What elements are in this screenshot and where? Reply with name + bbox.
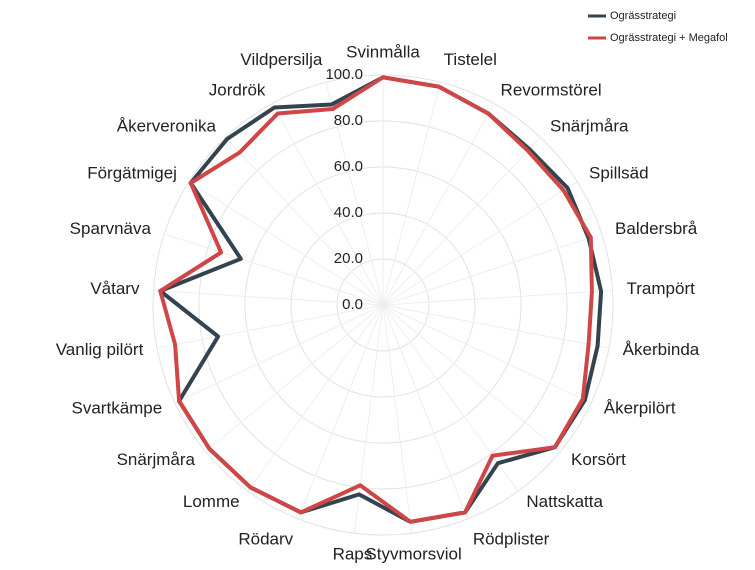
category-label: Förgätmigej [87,164,177,183]
category-label: Korsört [571,450,626,469]
category-label: Styvmorsviol [365,545,461,564]
category-label: Snärjmåra [117,450,196,469]
spoke [174,304,384,404]
category-label: Åkerbinda [623,340,700,359]
spoke [297,304,384,520]
category-label: Våtarv [90,279,140,298]
legend-label: Ogrässtrategi [610,10,676,22]
category-label: Tistelel [444,50,497,69]
category-label: Nattskatta [526,492,603,511]
spoke [382,136,541,306]
spoke [156,304,384,349]
spoke [325,82,384,306]
category-label: Åkerveronika [117,117,217,136]
spoke [382,103,495,306]
spoke [188,181,384,306]
category-label: Rödplister [473,529,550,548]
spoke [382,290,613,306]
spoke [382,181,578,306]
spoke [382,82,441,306]
category-label: Snärjmåra [550,117,629,136]
category-label: Trampört [627,279,696,298]
category-label: Baldersbrå [615,219,698,238]
series-line [158,75,594,524]
spoke [382,304,519,492]
spoke [247,304,384,492]
spoke [271,103,384,306]
spoke [153,290,384,306]
y-tick-label: 80.0 [334,112,363,129]
category-label: Åkerpilört [604,398,676,417]
category-label: Raps [333,545,373,564]
spoke [382,304,469,520]
y-tick-label: 60.0 [334,158,363,175]
spoke [382,304,561,452]
spoke [225,136,384,306]
category-label: Revormstörel [501,81,602,100]
category-label: Vanlig pilört [56,340,144,359]
category-label: Svartkämpe [72,398,163,417]
y-tick-label: 0.0 [342,296,363,313]
spoke [205,304,384,452]
y-tick-label: 40.0 [334,204,363,221]
category-label: Lomme [183,492,240,511]
spoke [382,304,592,404]
series-line [158,75,604,524]
category-label: Rödarv [238,529,293,548]
category-label: Svinmålla [346,42,420,61]
spoke [164,233,384,306]
category-label: Vildpersilja [240,50,322,69]
spoke [382,304,413,534]
spoke [382,304,610,349]
y-tick-label: 20.0 [334,250,363,267]
category-label: Spillsäd [589,164,649,183]
spoke [382,233,602,306]
y-tick-label: 100.0 [325,66,363,83]
category-label: Jordrök [209,81,266,100]
legend-label: Ogrässtrategi + Megafol [610,32,728,44]
category-label: Sparvnäva [70,219,152,238]
